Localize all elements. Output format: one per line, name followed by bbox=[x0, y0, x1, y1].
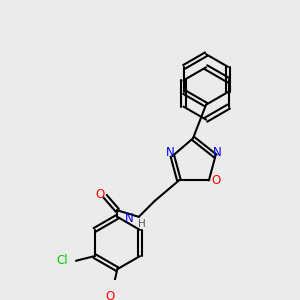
Text: N: N bbox=[166, 146, 175, 159]
Text: N: N bbox=[213, 146, 222, 159]
Text: O: O bbox=[212, 174, 221, 187]
Text: N: N bbox=[124, 212, 133, 225]
Text: H: H bbox=[138, 219, 146, 229]
Text: O: O bbox=[96, 188, 105, 201]
Text: Cl: Cl bbox=[57, 254, 68, 267]
Text: O: O bbox=[105, 290, 114, 300]
